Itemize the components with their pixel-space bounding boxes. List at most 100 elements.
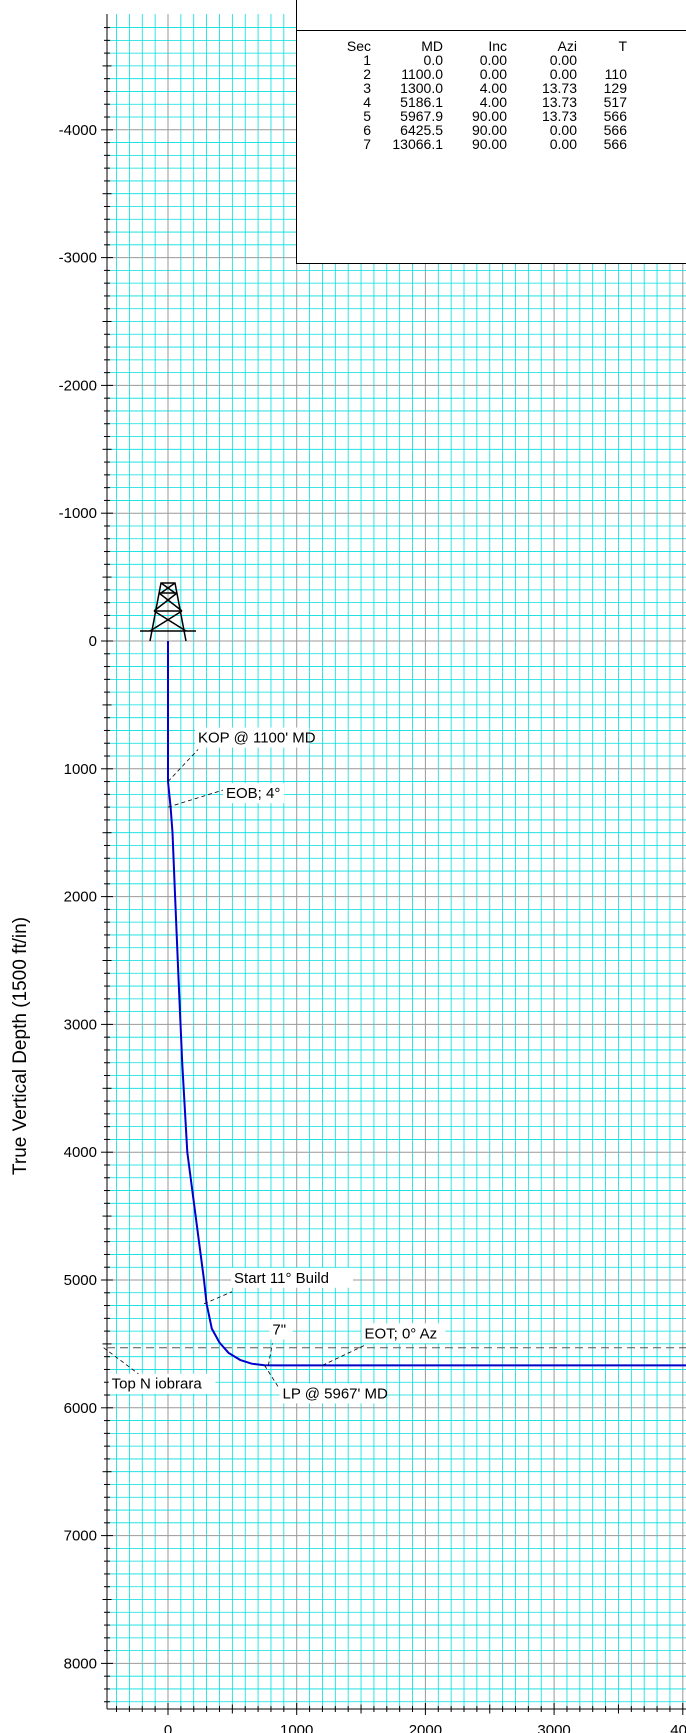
table-header-rule — [297, 30, 686, 31]
annotation-bg — [195, 727, 310, 748]
annotation-leader — [264, 1365, 279, 1388]
table-cell: 90.00 — [471, 136, 507, 152]
y-tick-label: 5000 — [64, 1272, 97, 1289]
table-cell: 5186.1 — [400, 94, 443, 110]
annotation-bg — [108, 1373, 216, 1394]
table-header: Inc — [488, 38, 507, 54]
table-header: Sec — [346, 38, 371, 54]
annotation-leader — [267, 1343, 273, 1366]
table-cell: 0.0 — [423, 52, 443, 68]
table-cell: 0.00 — [549, 52, 577, 68]
table-cell: 0.00 — [479, 52, 507, 68]
table-row: 3 1300.0 4.00 13.73 129 — [327, 81, 627, 95]
table-row: 5 5967.9 90.00 13.73 566 — [327, 109, 627, 123]
annotation-label: KOP @ 1100' MD — [198, 730, 316, 747]
y-tick-label: 0 — [89, 633, 97, 650]
annotation-leader — [322, 1345, 365, 1366]
y-tick-label: -2000 — [59, 377, 97, 394]
table-cell: 13.73 — [541, 108, 577, 124]
well-plan-table: Sec MD Inc Azi T 1 0.0 0.00 0.00 2 1100.0 0.00… — [296, 0, 686, 264]
annotations: KOP @ 1100' MD EOB; 4° Start 11° Build EOT;… — [103, 727, 446, 1404]
table-cell: 566 — [603, 122, 627, 138]
annotation-bg — [231, 1267, 354, 1288]
table-cell: 3 — [363, 80, 371, 96]
rig-stroke — [153, 592, 183, 612]
table-cell: 4.00 — [479, 80, 507, 96]
annotation-leader — [103, 1347, 144, 1379]
rig-stroke — [154, 592, 182, 612]
table-cell: 1100.0 — [401, 66, 443, 82]
table-cell: 90.00 — [471, 108, 507, 124]
table-cell: 0.00 — [549, 66, 577, 82]
annotation-leader — [167, 788, 227, 808]
table-row: 7 13066.1 90.00 0.00 566 — [327, 137, 627, 151]
table-row: 1 0.0 0.00 0.00 — [327, 53, 627, 67]
table-cell: 90.00 — [471, 122, 507, 138]
table-cell: 1300.0 — [400, 80, 443, 96]
table-header: Azi — [557, 38, 577, 54]
x-tick-label: 3000 — [537, 1722, 570, 1733]
table-cell: 517 — [603, 94, 627, 110]
table-cell: 0.00 — [549, 122, 577, 138]
table-row: 6 6425.5 90.00 0.00 566 — [327, 123, 627, 137]
table-cell: 5967.9 — [400, 108, 443, 124]
table-header: MD — [421, 38, 443, 54]
annotation-bg — [223, 783, 285, 804]
table-cell: 1 — [363, 52, 371, 68]
annotation-label: 7" — [272, 1321, 286, 1338]
rig-stroke — [149, 610, 187, 632]
annotation-leader — [203, 1291, 233, 1305]
table-cell: 13.73 — [541, 80, 577, 96]
table-cell: 13.73 — [541, 94, 577, 110]
y-tick-label: -3000 — [59, 250, 97, 267]
table-cell: 6425.5 — [400, 122, 443, 138]
table-cell: 13066.1 — [392, 136, 443, 152]
y-tick-label: -1000 — [59, 505, 97, 522]
x-tick-label: 1000 — [280, 1722, 313, 1733]
y-tick-label: 8000 — [64, 1655, 97, 1672]
y-tick-label: 6000 — [64, 1400, 97, 1417]
table-cell: 4.00 — [479, 94, 507, 110]
y-tick-label: 2000 — [64, 889, 97, 906]
trajectory-series — [167, 641, 686, 1367]
table-cell: 0.00 — [549, 136, 577, 152]
annotation-label: Start 11° Build — [234, 1270, 329, 1287]
table-cell — [577, 53, 627, 67]
annotation-label: EOB; 4° — [226, 785, 280, 802]
table-cell: 4 — [363, 94, 371, 110]
y-tick-label: 4000 — [64, 1144, 97, 1161]
y-tick-label: 1000 — [64, 761, 97, 778]
annotation-label: LP @ 5967' MD — [283, 1385, 389, 1402]
table-cell: 0.00 — [479, 66, 507, 82]
y-tick-label: 3000 — [64, 1016, 97, 1033]
table-cell: 6 — [363, 122, 371, 138]
section-table: Sec MD Inc Azi T 1 0.0 0.00 0.00 2 1100.0 0.00… — [327, 39, 627, 151]
annotation-bg — [279, 1383, 387, 1404]
table-cell: 110 — [604, 66, 627, 82]
x-tick-label: 0 — [164, 1722, 172, 1733]
table-header: T — [618, 38, 627, 54]
annotation-leader — [167, 749, 199, 782]
table-cell: 129 — [603, 80, 627, 96]
y-axis-label: True Vertical Depth (1500 ft/in) — [10, 916, 31, 1176]
rig-stroke — [160, 582, 176, 594]
annotation-bg — [269, 1319, 293, 1340]
x-tick-label: 400 — [670, 1722, 686, 1733]
annotation-label: EOT; 0° Az — [364, 1325, 437, 1342]
table-header-row: Sec MD Inc Azi T — [327, 39, 627, 53]
y-tick-label: 7000 — [64, 1528, 97, 1545]
drilling-rig-icon — [140, 582, 196, 642]
annotation-label: Top N iobrara — [112, 1376, 203, 1393]
table-row: 2 1100.0 0.00 0.00 110 — [327, 67, 627, 81]
x-tick-label: 2000 — [409, 1722, 442, 1733]
table-row: 4 5186.1 4.00 13.73 517 — [327, 95, 627, 109]
tick-labels: -4000-3000-2000-100001000200030004000500… — [59, 122, 686, 1733]
table-cell: 5 — [363, 108, 371, 124]
axes — [101, 14, 686, 1715]
annotation-bg — [361, 1323, 446, 1344]
table-cell: 2 — [363, 66, 371, 82]
table-cell: 566 — [603, 108, 627, 124]
grid — [107, 14, 686, 1709]
y-tick-label: -4000 — [59, 122, 97, 139]
